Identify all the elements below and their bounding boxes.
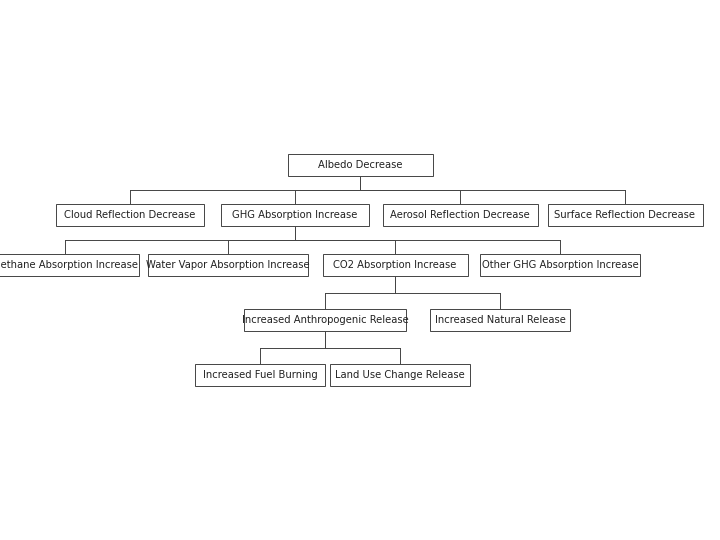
FancyBboxPatch shape: [0, 254, 139, 276]
Text: Increased Anthropogenic Release: Increased Anthropogenic Release: [242, 315, 408, 325]
Text: Cloud Reflection Decrease: Cloud Reflection Decrease: [64, 210, 196, 220]
Text: Increased Natural Release: Increased Natural Release: [435, 315, 565, 325]
Text: Increased Fuel Burning: Increased Fuel Burning: [202, 370, 318, 380]
Text: CO2 Absorption Increase: CO2 Absorption Increase: [333, 260, 456, 270]
Text: GHG Absorption Increase: GHG Absorption Increase: [233, 210, 358, 220]
FancyBboxPatch shape: [56, 204, 204, 226]
FancyBboxPatch shape: [221, 204, 369, 226]
FancyBboxPatch shape: [480, 254, 640, 276]
Text: Land Use Change Release: Land Use Change Release: [335, 370, 465, 380]
Text: Other GHG Absorption Increase: Other GHG Absorption Increase: [482, 260, 639, 270]
FancyBboxPatch shape: [547, 204, 703, 226]
FancyBboxPatch shape: [330, 364, 470, 386]
FancyBboxPatch shape: [287, 154, 433, 176]
FancyBboxPatch shape: [195, 364, 325, 386]
FancyBboxPatch shape: [323, 254, 467, 276]
Text: Aerosol Reflection Decrease: Aerosol Reflection Decrease: [390, 210, 530, 220]
FancyBboxPatch shape: [382, 204, 538, 226]
Text: Albedo Decrease: Albedo Decrease: [318, 160, 402, 170]
Text: Methane Absorption Increase: Methane Absorption Increase: [0, 260, 138, 270]
Text: Surface Reflection Decrease: Surface Reflection Decrease: [554, 210, 696, 220]
Text: Water Vapor Absorption Increase: Water Vapor Absorption Increase: [146, 260, 310, 270]
FancyBboxPatch shape: [148, 254, 308, 276]
FancyBboxPatch shape: [244, 309, 406, 331]
FancyBboxPatch shape: [430, 309, 570, 331]
